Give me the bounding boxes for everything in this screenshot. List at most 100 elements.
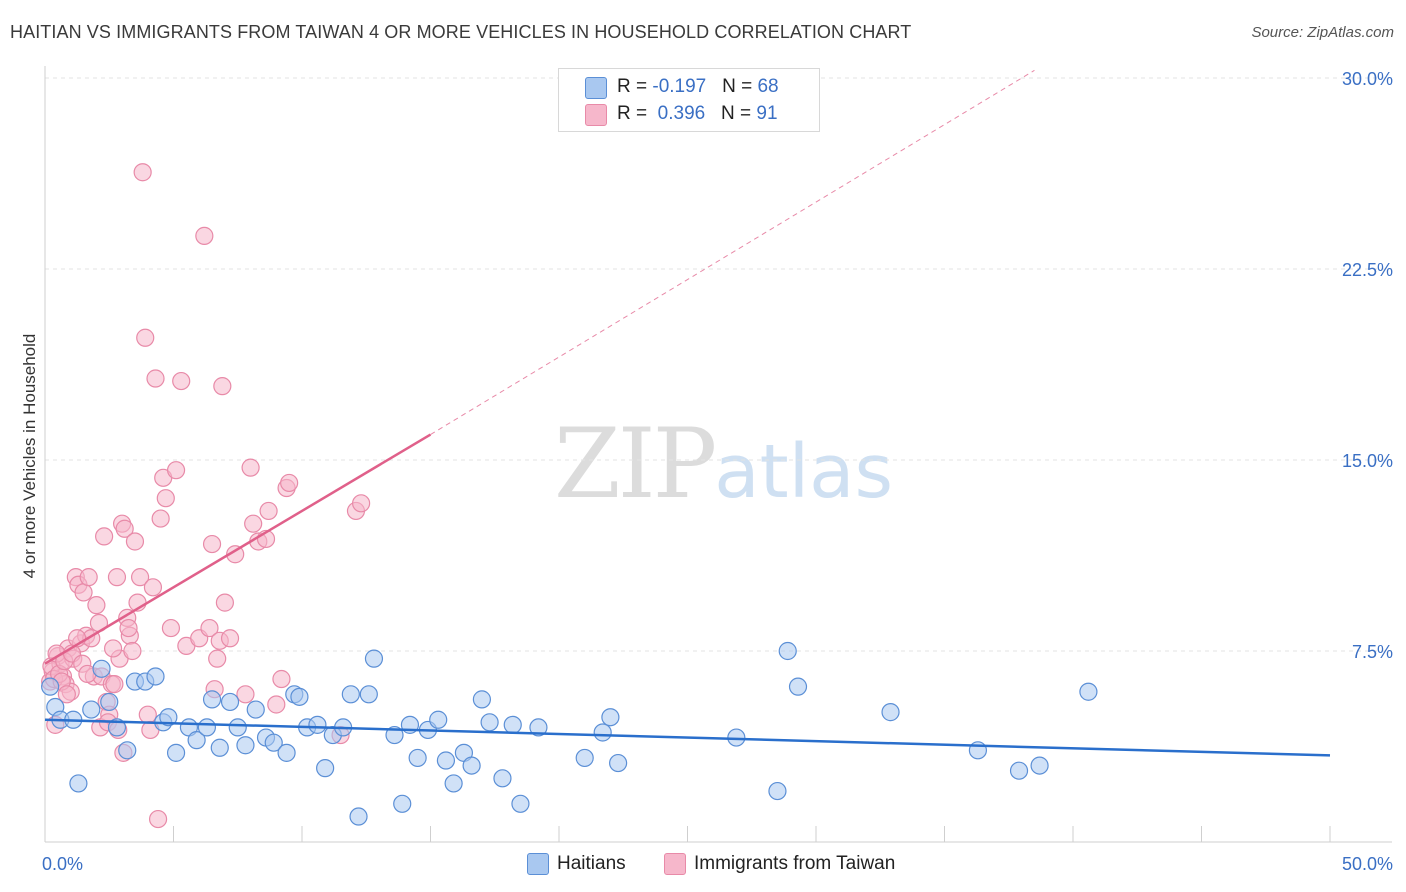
taiwan-point	[220, 629, 240, 648]
taiwan-point	[195, 226, 214, 245]
haitians-point	[393, 794, 412, 813]
haitians-point	[92, 659, 111, 678]
x-tick-label: 50.0%	[1342, 854, 1393, 874]
taiwan-point	[115, 519, 134, 538]
haitians-point	[290, 687, 309, 706]
legend-r-label: R =	[617, 103, 653, 124]
haitians-point	[166, 743, 186, 762]
taiwan-point	[146, 369, 165, 388]
taiwan-point	[123, 641, 142, 661]
legend-swatch-haitians	[585, 77, 607, 99]
haitians-point	[881, 703, 900, 722]
haitians-point	[341, 685, 360, 704]
taiwan-point	[95, 527, 114, 546]
legend-r-value: 0.396	[652, 103, 706, 124]
haitians-point	[609, 753, 628, 773]
haitians-point	[493, 769, 512, 788]
haitians-point	[277, 743, 296, 762]
haitians-point	[788, 677, 808, 696]
watermark: ZIPatlas	[554, 408, 893, 520]
taiwan-point	[202, 534, 222, 554]
haitians-trend-line	[44, 718, 1331, 757]
taiwan-point	[119, 618, 138, 638]
taiwan-point	[125, 532, 145, 551]
haitians-point	[107, 718, 127, 737]
taiwan-point	[87, 596, 106, 615]
taiwan-point	[151, 509, 170, 528]
y-tick-label: 30.0%	[1342, 69, 1393, 89]
haitians-point	[1079, 682, 1098, 701]
bottom-legend: Haitians Immigrants from Taiwan	[0, 852, 1406, 878]
haitians-point	[593, 723, 612, 742]
haitians-point	[364, 649, 384, 668]
haitians-point	[118, 741, 137, 760]
watermark-zip: ZIP	[554, 408, 717, 520]
bottom-legend-label-taiwan: Immigrants from Taiwan	[694, 853, 896, 874]
taiwan-point	[236, 685, 255, 704]
legend-n-label: N =	[721, 103, 757, 124]
haitians-point	[480, 713, 499, 732]
haitians-point	[511, 794, 530, 813]
taiwan-point	[172, 371, 191, 391]
haitians-point	[236, 736, 255, 755]
taiwan-point	[105, 675, 124, 694]
taiwan-point	[352, 494, 371, 513]
taiwan-point	[130, 568, 150, 587]
haitians-point	[187, 731, 206, 750]
legend-r-label: R =	[617, 76, 653, 97]
taiwan-trend-line	[44, 433, 432, 665]
taiwan-point	[161, 618, 181, 638]
taiwan-point	[280, 473, 299, 493]
haitians-point	[503, 715, 522, 734]
haitians-point	[529, 718, 548, 737]
haitians-point	[246, 700, 265, 719]
haitians-point	[472, 690, 491, 709]
legend-text-taiwan: R = 0.396 N = 91	[617, 103, 778, 125]
haitians-point	[197, 718, 217, 737]
y-tick-label: 15.0%	[1342, 451, 1393, 471]
haitians-point	[349, 807, 368, 826]
bottom-legend-swatch-haitians	[527, 853, 549, 875]
legend-n-value: 68	[757, 76, 779, 97]
taiwan-point	[57, 685, 76, 704]
taiwan-point	[79, 568, 98, 587]
legend-n-label: N =	[722, 76, 758, 97]
taiwan-point	[241, 458, 260, 477]
legend: R = -0.197 N = 68 R = 0.396 N = 91	[558, 68, 820, 132]
taiwan-point	[272, 669, 291, 689]
x-tick-label: 0.0%	[42, 854, 83, 874]
y-tick-label: 22.5%	[1342, 260, 1393, 280]
legend-swatch-taiwan	[585, 104, 607, 126]
haitians-point	[575, 748, 594, 768]
taiwan-point	[138, 705, 157, 724]
taiwan-point	[133, 163, 152, 182]
taiwan-point	[136, 328, 155, 347]
haitians-point	[1009, 761, 1029, 780]
haitians-point	[100, 692, 119, 712]
taiwan-point	[200, 618, 219, 638]
haitians-point	[1030, 756, 1049, 775]
haitians-point	[228, 718, 247, 737]
taiwan-point	[267, 695, 286, 714]
haitians-point	[462, 756, 481, 775]
haitians-point	[408, 748, 427, 768]
taiwan-point	[259, 501, 278, 521]
haitians-point	[601, 708, 620, 727]
haitians-point	[220, 692, 240, 712]
haitians-point	[316, 759, 335, 778]
legend-n-value: 91	[756, 103, 778, 124]
bottom-legend-label-haitians: Haitians	[557, 853, 626, 874]
haitians-point	[69, 774, 88, 793]
taiwan-point	[148, 809, 168, 829]
taiwan-point	[215, 593, 234, 612]
y-tick-label: 7.5%	[1352, 642, 1393, 662]
taiwan-trend-extension	[430, 69, 1035, 435]
haitians-point	[146, 667, 165, 686]
haitians-point	[778, 641, 797, 661]
haitians-point	[359, 685, 378, 704]
taiwan-point	[244, 514, 263, 533]
haitians-point	[82, 700, 101, 719]
taiwan-point	[107, 568, 127, 587]
taiwan-point	[156, 489, 175, 508]
